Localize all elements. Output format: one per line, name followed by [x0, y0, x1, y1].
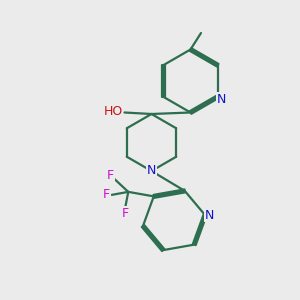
Text: N: N [205, 208, 214, 221]
Text: F: F [122, 207, 129, 220]
Text: F: F [107, 169, 114, 182]
Text: HO: HO [103, 105, 123, 119]
Text: N: N [147, 164, 156, 178]
Text: F: F [103, 188, 110, 201]
Text: N: N [217, 93, 226, 106]
